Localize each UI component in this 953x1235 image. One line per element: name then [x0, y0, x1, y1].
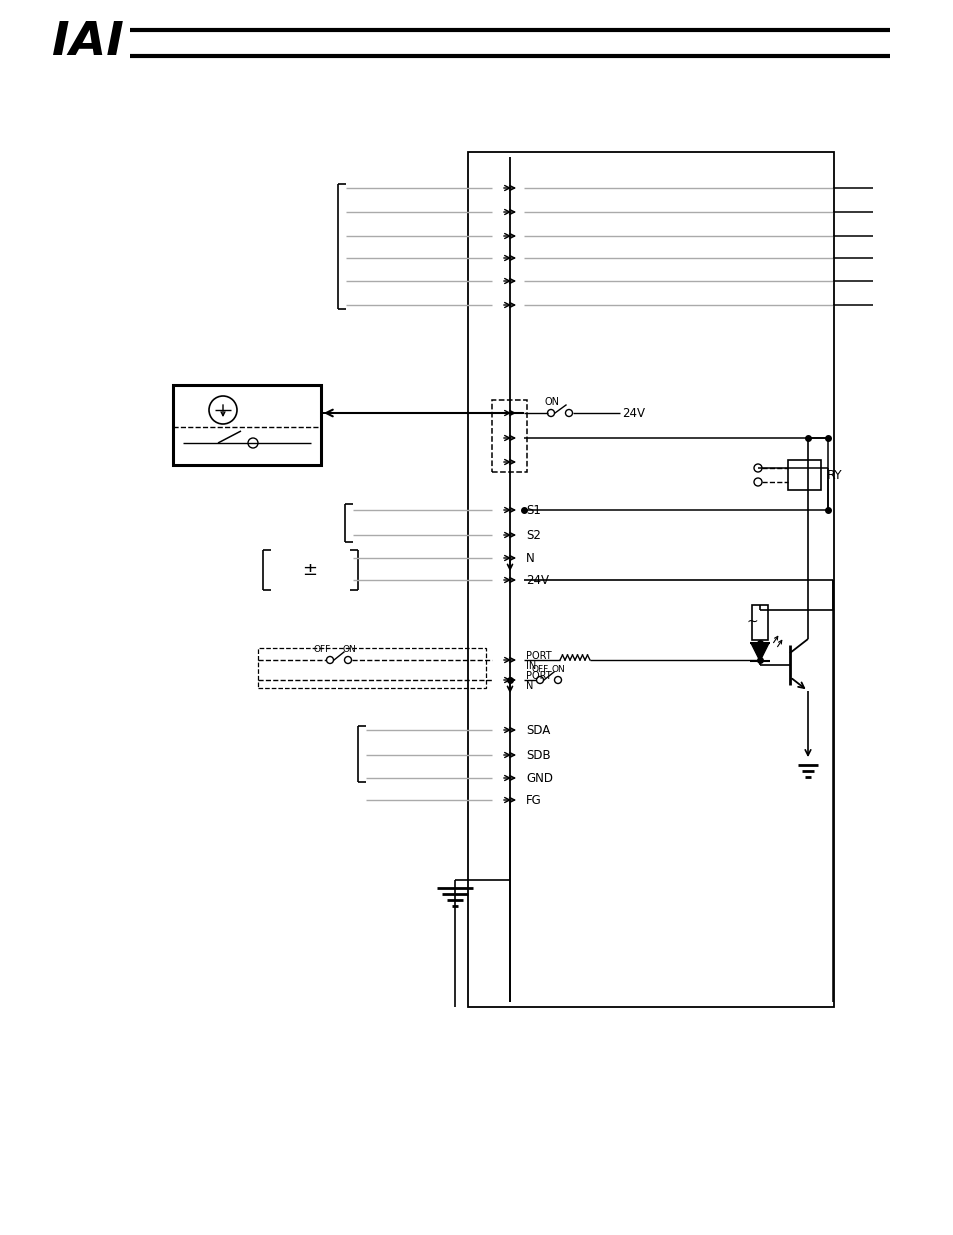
Text: PORT: PORT	[525, 651, 551, 661]
Text: IAI: IAI	[52, 20, 124, 64]
Text: SDA: SDA	[525, 724, 550, 736]
Bar	[257, 648, 485, 688]
Polygon shape	[750, 643, 768, 661]
Text: ON: ON	[343, 645, 356, 653]
Text: ON: ON	[552, 664, 565, 673]
Text: GND: GND	[525, 772, 553, 784]
Bar	[751, 605, 767, 640]
Text: ±: ±	[302, 561, 317, 579]
Text: N: N	[525, 680, 533, 692]
Bar	[787, 459, 821, 490]
Text: S2: S2	[525, 529, 540, 541]
Text: ON: ON	[544, 396, 559, 408]
Text: OFF: OFF	[314, 645, 331, 653]
Text: N: N	[525, 552, 535, 564]
Bar	[492, 400, 526, 472]
Text: S1: S1	[525, 504, 540, 516]
Text: FG: FG	[525, 794, 541, 806]
Text: ~: ~	[745, 615, 757, 629]
Text: OFF: OFF	[532, 664, 549, 673]
Text: IN: IN	[525, 661, 536, 671]
Text: RY: RY	[826, 468, 841, 482]
Text: 24V: 24V	[525, 573, 548, 587]
Bar	[172, 385, 320, 466]
Bar	[468, 152, 833, 1007]
Text: 24V: 24V	[621, 406, 644, 420]
Text: PORT: PORT	[525, 671, 551, 680]
Text: SDB: SDB	[525, 748, 550, 762]
